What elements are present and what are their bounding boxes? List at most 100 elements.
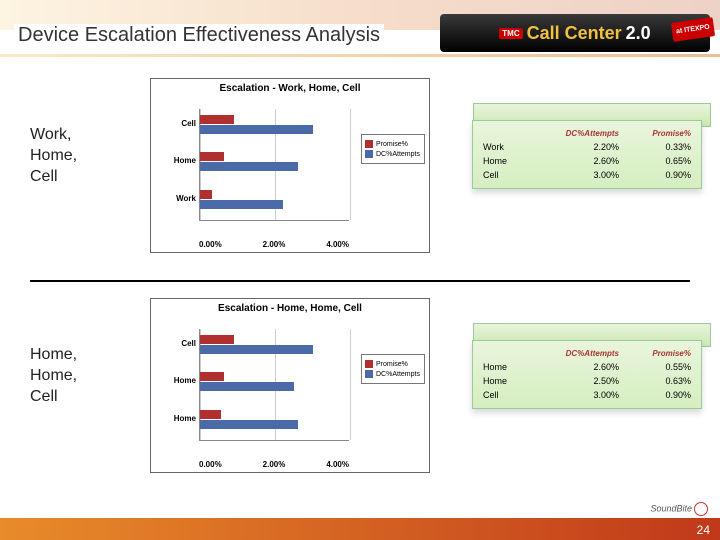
- table-cell: 0.33%: [623, 140, 695, 154]
- table-header: Promise%: [623, 347, 695, 360]
- bar-dc: [200, 382, 294, 391]
- x-tick-label: 2.00%: [263, 240, 286, 249]
- y-tick-label: Home: [154, 156, 196, 165]
- gridline: [350, 329, 351, 440]
- table-cell: Cell: [479, 388, 528, 402]
- bar-dc: [200, 345, 313, 354]
- table-cell: Home: [479, 360, 528, 374]
- brand-badge: TMC Call Center 2.0 at ITEXPO: [440, 14, 710, 52]
- table-cell: Home: [479, 374, 528, 388]
- bar-promise: [200, 335, 234, 344]
- brand-name: Call Center: [527, 23, 622, 44]
- bar-dc: [200, 125, 313, 134]
- legend-item: Promise%: [365, 140, 421, 148]
- table-cell: 3.00%: [528, 168, 623, 182]
- expo-tag: at ITEXPO: [671, 17, 715, 42]
- x-tick-label: 2.00%: [263, 460, 286, 469]
- data-table: DC%AttemptsPromise%Work2.20%0.33%Home2.6…: [472, 120, 702, 189]
- ring-icon: [694, 502, 708, 516]
- bar-dc: [200, 200, 283, 209]
- content-area: Work,Home,Cell Escalation - Work, Home, C…: [0, 70, 720, 500]
- y-tick-label: Cell: [154, 119, 196, 128]
- bar-chart: Escalation - Home, Home, CellCellHomeHom…: [150, 298, 430, 473]
- table-cell: 2.20%: [528, 140, 623, 154]
- x-tick-label: 0.00%: [199, 460, 222, 469]
- footer-logo: SoundBite: [650, 502, 708, 516]
- table-cell: 0.55%: [623, 360, 695, 374]
- table-cell: Work: [479, 140, 528, 154]
- y-tick-label: Home: [154, 414, 196, 423]
- table-row: Home2.50%0.63%: [479, 374, 695, 388]
- plot-area: CellHomeWork0.00%2.00%4.00%: [151, 103, 361, 253]
- legend-label: DC%Attempts: [376, 371, 420, 378]
- legend-item: Promise%: [365, 360, 421, 368]
- table-row: Work2.20%0.33%: [479, 140, 695, 154]
- panel-1: Home,Home,Cell Escalation - Home, Home, C…: [0, 290, 720, 495]
- bar-promise: [200, 190, 212, 199]
- table-cell: 2.50%: [528, 374, 623, 388]
- table-row: Cell3.00%0.90%: [479, 168, 695, 182]
- legend-label: Promise%: [376, 141, 408, 148]
- bar-promise: [200, 410, 221, 419]
- table-cell: 3.00%: [528, 388, 623, 402]
- bar-promise: [200, 115, 234, 124]
- table-cell: 2.60%: [528, 154, 623, 168]
- bar-chart: Escalation - Work, Home, CellCellHomeWor…: [150, 78, 430, 253]
- footer-bar: 24: [0, 518, 720, 540]
- brand-version: 2.0: [626, 23, 651, 44]
- table-cell: Cell: [479, 168, 528, 182]
- table-cell: 0.90%: [623, 168, 695, 182]
- header-underline: [0, 54, 720, 57]
- panel-0: Work,Home,Cell Escalation - Work, Home, C…: [0, 70, 720, 275]
- bars-region: CellHomeHome: [199, 329, 349, 441]
- bar-dc: [200, 162, 298, 171]
- chart-title: Escalation - Home, Home, Cell: [151, 299, 429, 318]
- table-header: DC%Attempts: [528, 127, 623, 140]
- table-row: Cell3.00%0.90%: [479, 388, 695, 402]
- table-cell: Home: [479, 154, 528, 168]
- bar-dc: [200, 420, 298, 429]
- data-table: DC%AttemptsPromise%Home2.60%0.55%Home2.5…: [472, 340, 702, 409]
- table-row: Home2.60%0.55%: [479, 360, 695, 374]
- bar-promise: [200, 372, 224, 381]
- chart-title: Escalation - Work, Home, Cell: [151, 79, 429, 98]
- table-row: Home2.60%0.65%: [479, 154, 695, 168]
- x-axis: 0.00% 2.00% 4.00%: [199, 240, 349, 249]
- table-header: [479, 347, 528, 360]
- plot-area: CellHomeHome0.00%2.00%4.00%: [151, 323, 361, 473]
- table-banner: [473, 103, 711, 127]
- panel-label: Work,Home,Cell: [30, 125, 130, 187]
- legend-label: DC%Attempts: [376, 151, 420, 158]
- table-header: DC%Attempts: [528, 347, 623, 360]
- table-cell: 0.90%: [623, 388, 695, 402]
- y-tick-label: Home: [154, 376, 196, 385]
- legend-item: DC%Attempts: [365, 150, 421, 158]
- table-header: [479, 127, 528, 140]
- tmc-tag: TMC: [499, 28, 522, 39]
- x-axis: 0.00% 2.00% 4.00%: [199, 460, 349, 469]
- x-tick-label: 0.00%: [199, 240, 222, 249]
- legend-item: DC%Attempts: [365, 370, 421, 378]
- panel-label: Home,Home,Cell: [30, 345, 130, 407]
- legend-label: Promise%: [376, 361, 408, 368]
- legend: Promise% DC%Attempts: [361, 354, 425, 384]
- legend-swatch: [365, 140, 373, 148]
- table-cell: 2.60%: [528, 360, 623, 374]
- legend-swatch: [365, 360, 373, 368]
- legend-swatch: [365, 150, 373, 158]
- bars-region: CellHomeWork: [199, 109, 349, 221]
- page-title: Device Escalation Effectiveness Analysis: [14, 24, 384, 47]
- legend: Promise% DC%Attempts: [361, 134, 425, 164]
- table-banner: [473, 323, 711, 347]
- table-cell: 0.65%: [623, 154, 695, 168]
- bar-promise: [200, 152, 224, 161]
- y-tick-label: Cell: [154, 339, 196, 348]
- panel-divider: [30, 280, 690, 282]
- y-tick-label: Work: [154, 194, 196, 203]
- gridline: [350, 109, 351, 220]
- table-header: Promise%: [623, 127, 695, 140]
- legend-swatch: [365, 370, 373, 378]
- page-number: 24: [697, 523, 710, 537]
- x-tick-label: 4.00%: [326, 240, 349, 249]
- x-tick-label: 4.00%: [326, 460, 349, 469]
